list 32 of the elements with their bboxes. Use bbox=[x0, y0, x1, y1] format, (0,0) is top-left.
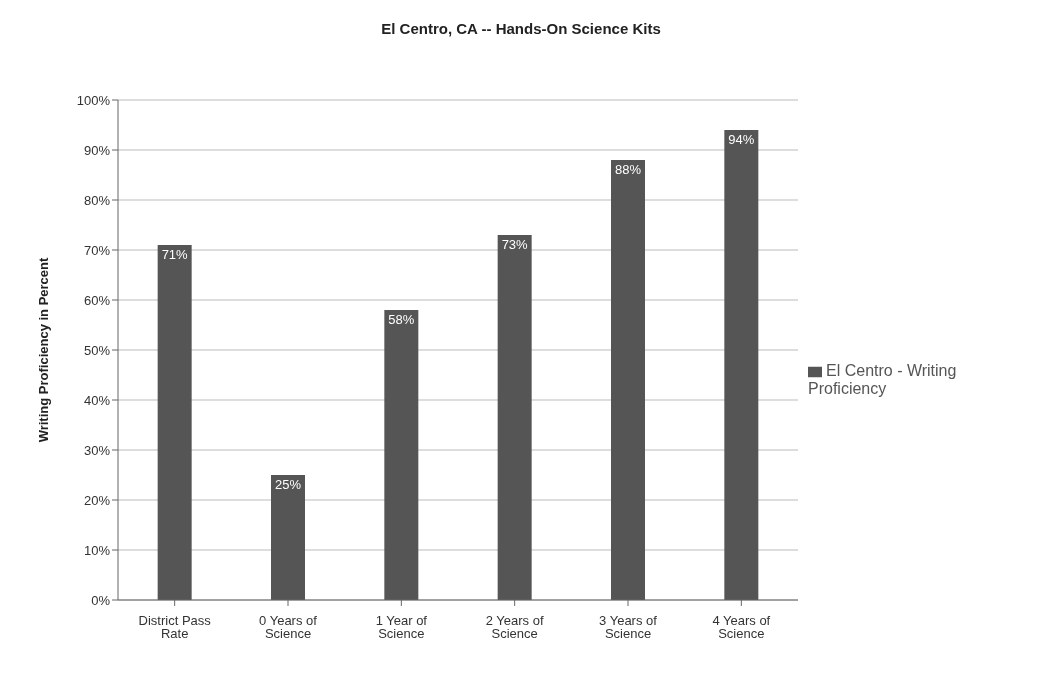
legend-label: El Centro - Writing Proficiency bbox=[808, 362, 957, 397]
data-label: 25% bbox=[274, 477, 302, 493]
data-label: 88% bbox=[614, 162, 642, 178]
bar bbox=[724, 130, 759, 600]
y-tick-label: 40% bbox=[83, 392, 111, 408]
x-tick-label: 1 Year of Science bbox=[375, 613, 428, 642]
y-tick-label: 90% bbox=[83, 142, 111, 158]
y-tick-label: 60% bbox=[83, 292, 111, 308]
data-label: 71% bbox=[161, 247, 189, 263]
bar bbox=[384, 310, 419, 600]
x-tick-label: 0 Years of Science bbox=[259, 613, 318, 642]
data-label: 94% bbox=[728, 132, 755, 148]
data-label: 73% bbox=[501, 237, 529, 253]
y-tick-label: 50% bbox=[83, 342, 111, 358]
x-tick-label: 3 Years of Science bbox=[599, 613, 658, 642]
bar bbox=[497, 235, 532, 600]
data-label: 58% bbox=[388, 312, 415, 328]
y-tick-label: 20% bbox=[83, 492, 111, 508]
y-tick-label: 100% bbox=[76, 92, 111, 108]
x-tick-label: 4 Years of Science bbox=[712, 613, 771, 642]
x-tick-label: District Pass Rate bbox=[138, 613, 212, 642]
y-tick-label: 10% bbox=[83, 542, 111, 558]
y-tick-label: 70% bbox=[83, 242, 111, 258]
chart-title: El Centro, CA -- Hands-On Science Kits bbox=[380, 20, 662, 39]
bar bbox=[611, 160, 645, 600]
y-tick-label: 80% bbox=[83, 192, 111, 208]
y-tick-label: 0% bbox=[91, 592, 111, 608]
bar bbox=[157, 245, 192, 600]
y-tick-label: 30% bbox=[83, 442, 111, 458]
x-tick-label: 2 Years of Science bbox=[485, 613, 544, 642]
y-axis-title: Writing Proficiency in Percent bbox=[35, 256, 51, 443]
bar bbox=[271, 475, 305, 600]
